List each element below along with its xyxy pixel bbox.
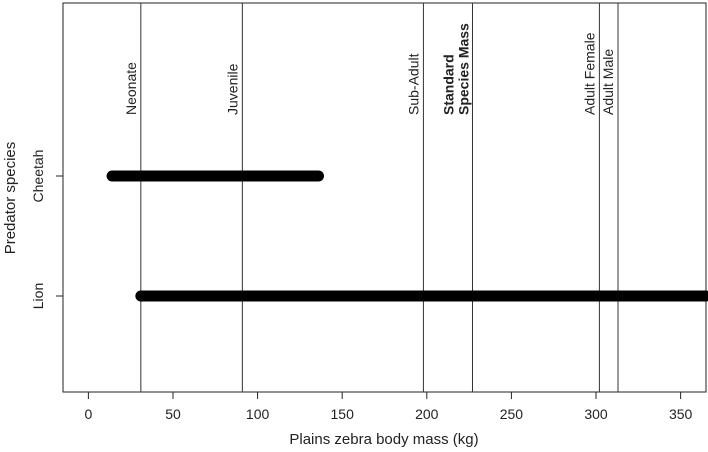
range-bars [106,170,708,302]
reference-line-label-5: Adult Female [581,32,597,115]
reference-line-label-1: Neonate [123,62,139,115]
y-tick-label-cheetah: Cheetah [30,150,46,203]
x-tick-label-150: 150 [331,406,355,422]
x-tick-label-250: 250 [500,406,524,422]
x-axis-title: Plains zebra body mass (kg) [289,431,478,448]
reference-line-label-2: Juvenile [224,63,240,115]
y-axis-title: Predator species [2,142,19,255]
reference-line-label-4-line2: Species Mass [455,23,471,115]
y-axis: Cheetah Lion [30,150,63,309]
x-tick-label-100: 100 [246,406,270,422]
x-tick-label-300: 300 [584,406,608,422]
reference-line-label-3: Sub-Adult [405,53,421,115]
y-tick-label-lion: Lion [30,283,46,309]
x-tick-label-350: 350 [669,406,693,422]
plot-frame [62,2,707,393]
reference-line-label-4: Standard [440,54,456,115]
x-axis: 0 50 100 150 200 250 300 350 [84,392,693,422]
x-tick-label-200: 200 [415,406,439,422]
reference-lines: Neonate Juvenile Sub-Adult Standard Species … [123,3,619,392]
x-tick-label-50: 50 [165,406,181,422]
x-tick-label-0: 0 [84,406,92,422]
reference-line-label-6: Adult Male [600,49,616,115]
